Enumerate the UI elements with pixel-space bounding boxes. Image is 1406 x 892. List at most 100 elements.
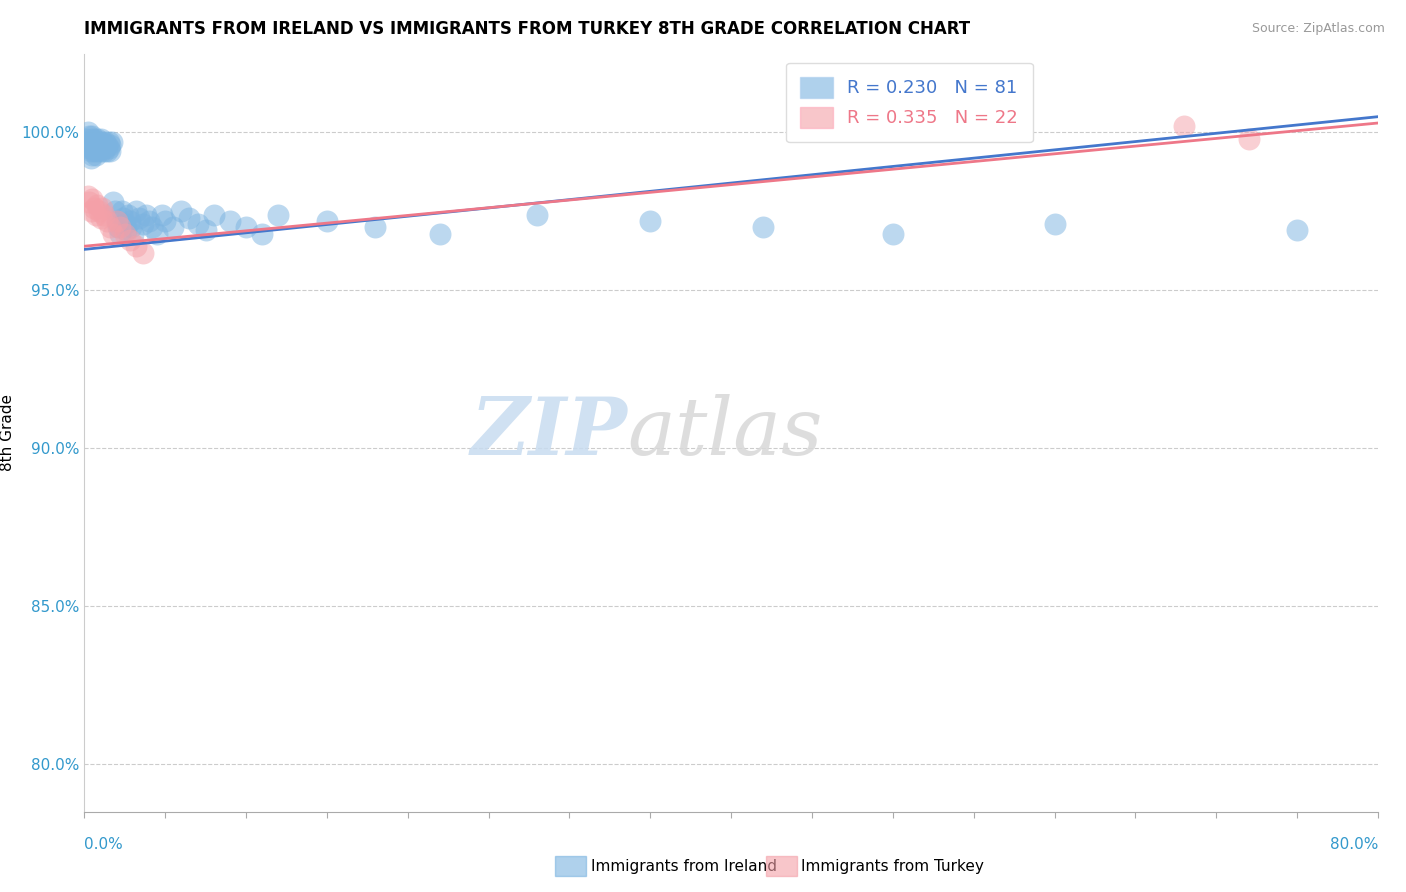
Point (125, 204, 148, 219)
Point (82, 128, 104, 143)
Point (83, 138, 105, 153)
Point (90, 138, 111, 153)
Point (80, 145, 103, 159)
Point (77, 194, 100, 209)
Point (128, 211, 150, 225)
Point (429, 227, 451, 241)
Point (98, 220, 121, 235)
Text: ZIP: ZIP (471, 394, 627, 471)
Point (108, 220, 131, 235)
Point (131, 217, 153, 231)
Point (93, 138, 115, 153)
Text: Immigrants from Ireland: Immigrants from Ireland (591, 859, 776, 873)
Point (77, 128, 100, 143)
Point (202, 208, 225, 222)
Point (315, 214, 337, 228)
Point (752, 220, 775, 235)
Point (1286, 223, 1309, 237)
Point (96, 214, 118, 228)
Point (138, 214, 160, 228)
Point (91, 135, 114, 149)
Point (75, 132, 97, 146)
Text: 80.0%: 80.0% (1330, 837, 1378, 852)
Point (141, 220, 163, 235)
Point (170, 204, 193, 219)
Point (80, 132, 103, 146)
Point (112, 211, 135, 225)
Point (125, 239, 148, 253)
Point (107, 220, 129, 235)
Point (86, 132, 108, 146)
Point (87, 204, 110, 219)
Point (219, 214, 242, 228)
Point (93, 208, 115, 222)
Point (131, 245, 153, 260)
Point (94, 135, 117, 149)
Point (91, 141, 114, 155)
Point (90, 132, 111, 146)
Point (267, 208, 290, 222)
Point (105, 214, 128, 228)
Point (250, 227, 273, 241)
Point (97, 135, 120, 149)
Point (82, 147, 104, 161)
Point (87, 141, 110, 155)
Point (186, 217, 209, 231)
Point (118, 233, 141, 247)
Point (83, 132, 105, 146)
Point (87, 135, 110, 149)
Y-axis label: 8th Grade: 8th Grade (0, 394, 14, 471)
Point (82, 141, 104, 155)
Point (83, 202, 105, 216)
Text: IMMIGRANTS FROM IRELAND VS IMMIGRANTS FROM TURKEY 8TH GRADE CORRELATION CHART: IMMIGRANTS FROM IRELAND VS IMMIGRANTS FR… (84, 21, 970, 38)
Point (93, 145, 115, 159)
Point (80, 151, 103, 165)
Point (135, 208, 157, 222)
Point (96, 138, 118, 153)
Point (101, 135, 124, 149)
Point (97, 141, 120, 155)
Point (77, 141, 100, 155)
Point (90, 211, 111, 225)
Point (179, 211, 201, 225)
Point (82, 135, 104, 149)
Point (115, 223, 138, 237)
Point (90, 145, 111, 159)
Point (76, 188, 98, 202)
Point (882, 227, 904, 241)
Point (96, 145, 118, 159)
Point (98, 145, 121, 159)
Point (194, 223, 217, 237)
Point (235, 220, 257, 235)
Point (77, 135, 100, 149)
Text: atlas: atlas (627, 394, 823, 471)
Point (526, 208, 548, 222)
Point (103, 227, 125, 241)
Point (638, 214, 662, 228)
Point (110, 204, 132, 219)
Point (118, 214, 141, 228)
Text: Source: ZipAtlas.com: Source: ZipAtlas.com (1251, 22, 1385, 36)
Point (103, 194, 125, 209)
Point (155, 214, 177, 228)
Point (146, 227, 169, 241)
Point (91, 202, 114, 216)
Point (84, 135, 107, 149)
Point (84, 141, 107, 155)
Point (94, 141, 117, 155)
Point (117, 208, 139, 222)
Point (105, 214, 128, 228)
Point (364, 220, 387, 235)
Point (82, 192, 104, 206)
Text: 0.0%: 0.0% (84, 837, 124, 852)
Point (1173, 119, 1195, 133)
Point (86, 145, 108, 159)
Point (1237, 132, 1260, 146)
Point (114, 217, 136, 231)
Point (162, 220, 184, 235)
Point (121, 227, 145, 241)
Point (1043, 217, 1066, 231)
Point (84, 208, 107, 222)
Text: Immigrants from Turkey: Immigrants from Turkey (801, 859, 984, 873)
Point (108, 227, 131, 241)
